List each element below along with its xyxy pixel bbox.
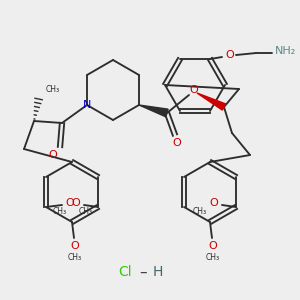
Polygon shape (139, 105, 168, 117)
Text: CH₃: CH₃ (206, 254, 220, 262)
Text: O: O (172, 138, 182, 148)
Text: CH₃: CH₃ (53, 206, 67, 215)
Text: O: O (226, 50, 234, 60)
Text: N: N (83, 100, 91, 110)
Polygon shape (197, 93, 226, 110)
Text: CH₃: CH₃ (193, 206, 207, 215)
Text: –: – (139, 265, 147, 280)
Text: CH₃: CH₃ (46, 85, 60, 94)
Text: O: O (72, 198, 80, 208)
Text: CH₃: CH₃ (68, 254, 82, 262)
Text: O: O (190, 85, 198, 95)
Text: O: O (208, 241, 217, 251)
Text: Cl: Cl (118, 265, 132, 279)
Text: CH₃: CH₃ (79, 206, 93, 215)
Text: NH₂: NH₂ (274, 46, 296, 56)
Text: H: H (153, 265, 163, 279)
Text: O: O (70, 241, 80, 251)
Text: O: O (210, 198, 218, 208)
Text: O: O (66, 198, 74, 208)
Text: O: O (49, 150, 57, 160)
